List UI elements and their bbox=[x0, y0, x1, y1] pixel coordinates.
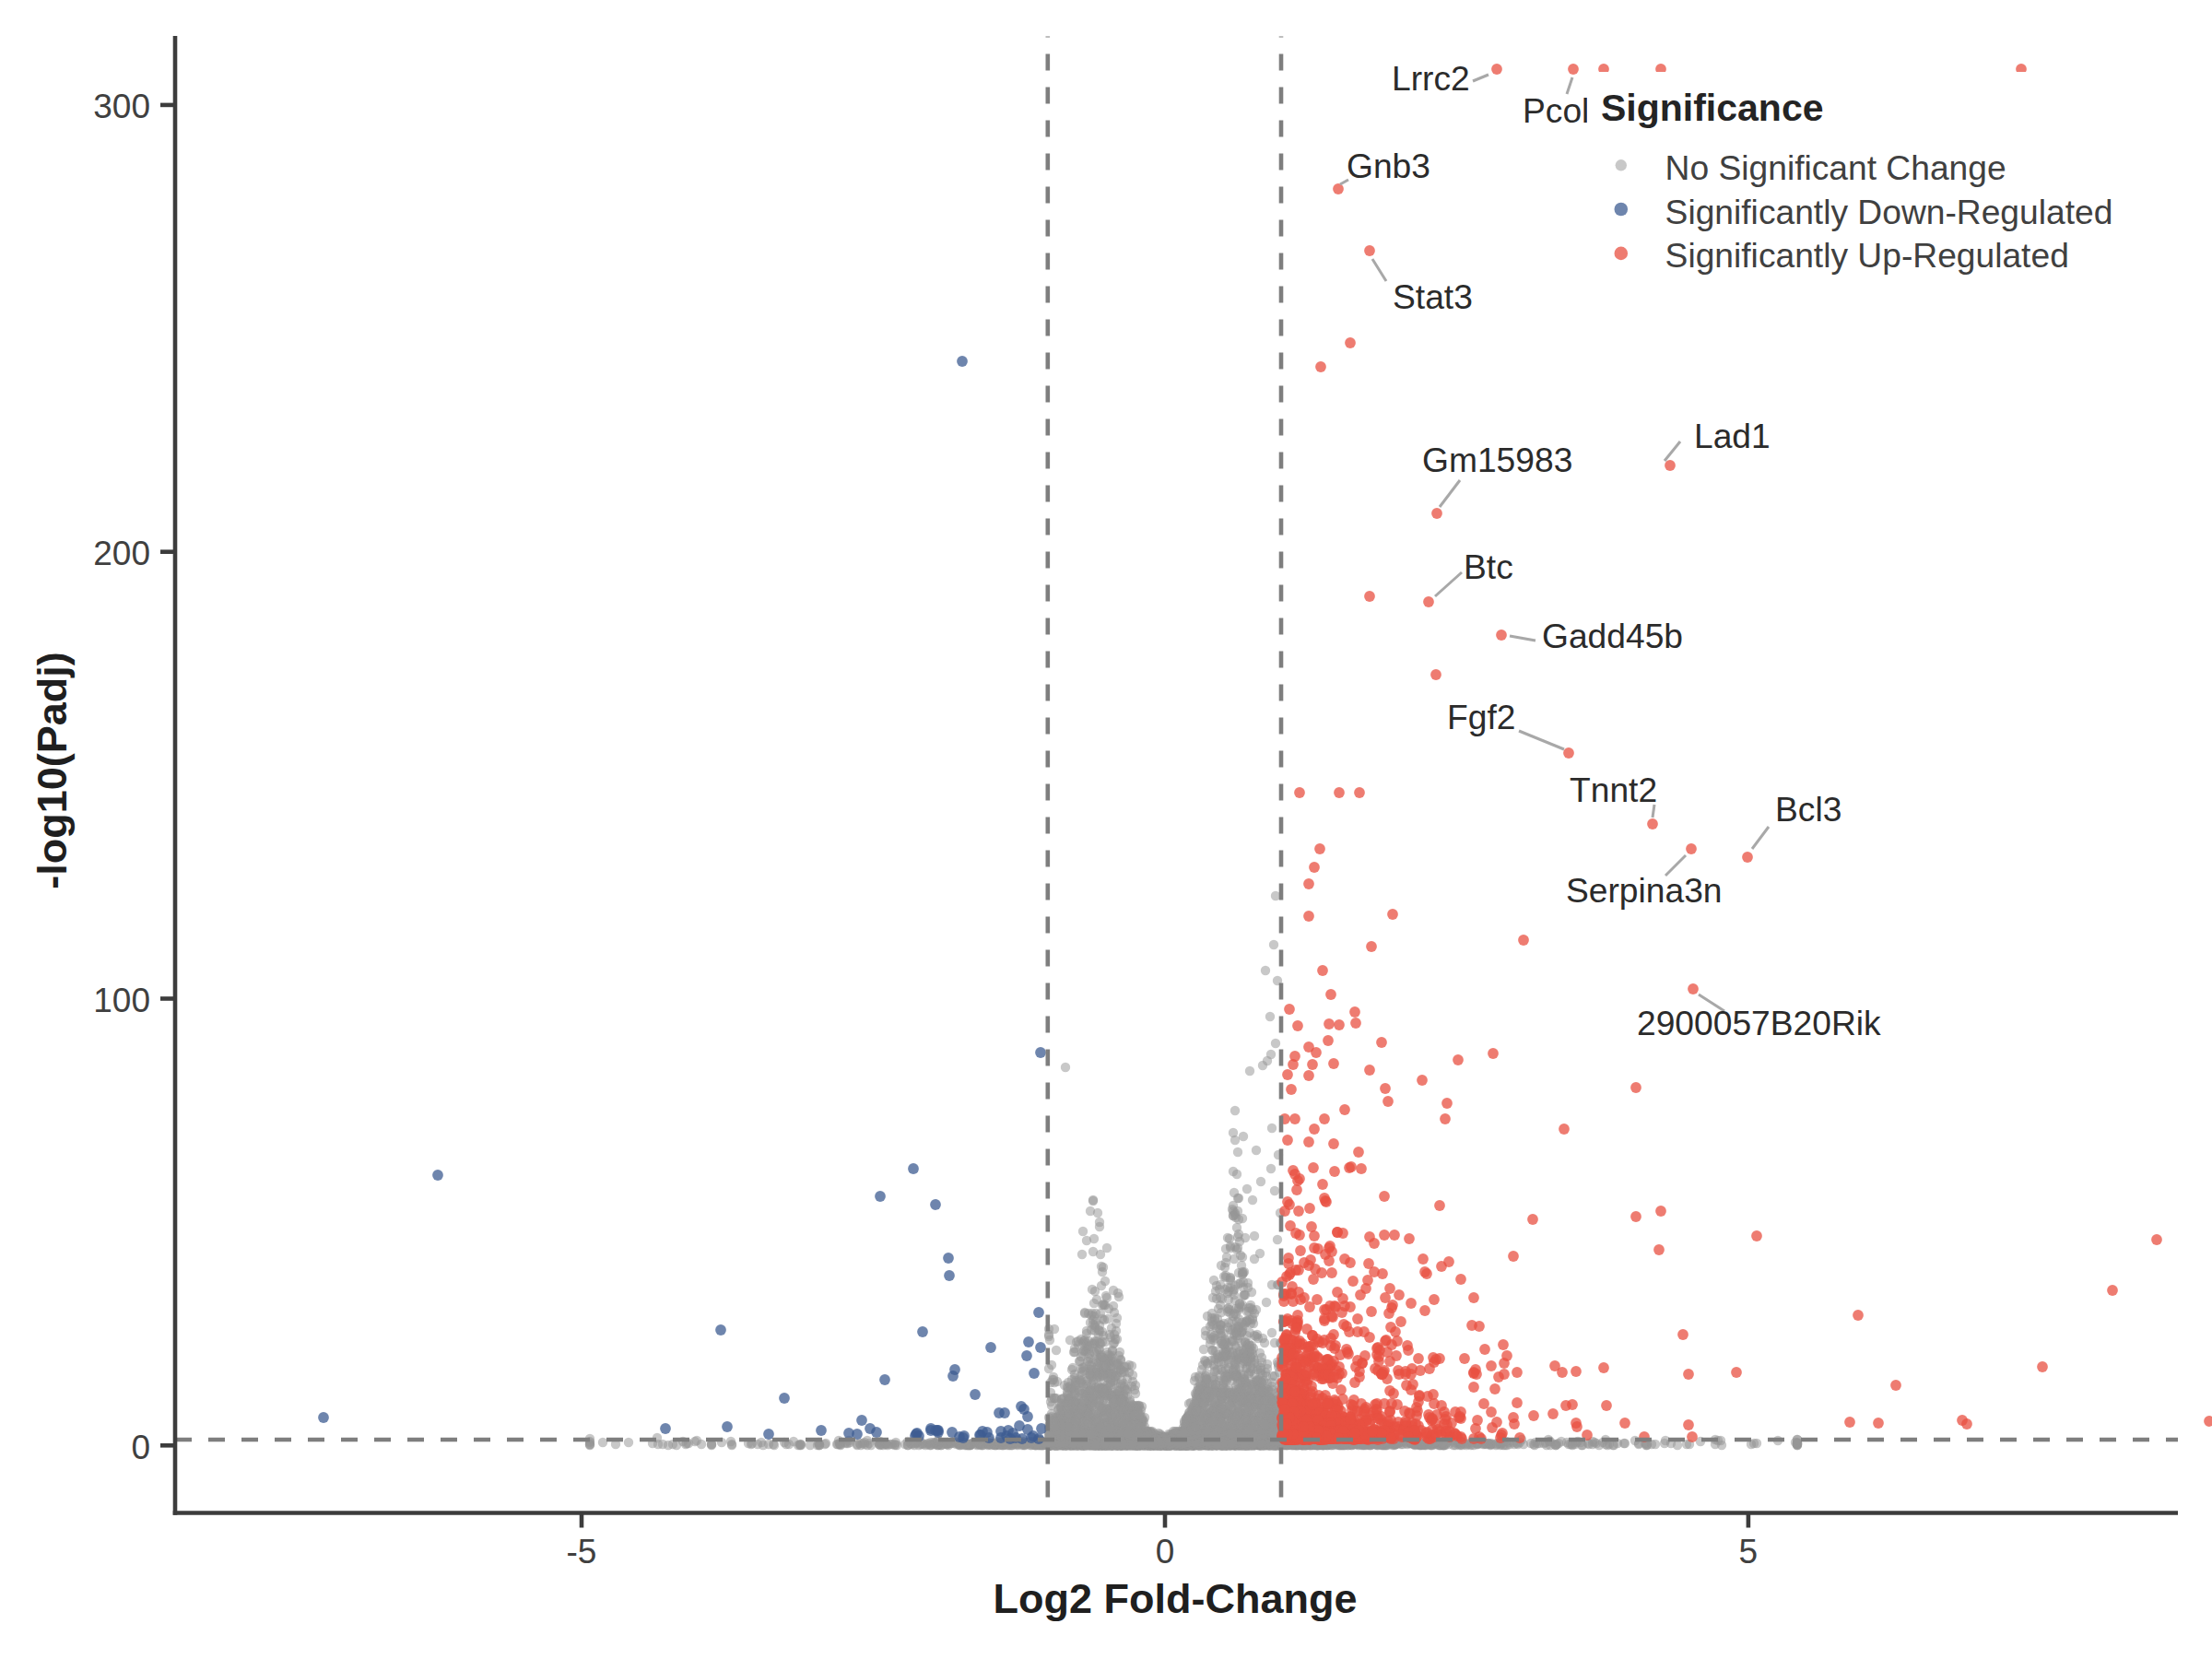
svg-text:Btc: Btc bbox=[1464, 547, 1513, 586]
svg-text:Stat3: Stat3 bbox=[1393, 277, 1473, 316]
svg-text:Significantly Up-Regulated: Significantly Up-Regulated bbox=[1665, 236, 2069, 275]
svg-text:Lad1: Lad1 bbox=[1694, 417, 1771, 455]
svg-text:No Significant Change: No Significant Change bbox=[1665, 148, 2006, 187]
svg-text:-5: -5 bbox=[567, 1533, 597, 1571]
svg-text:Gadd45b: Gadd45b bbox=[1542, 617, 1683, 655]
svg-text:300: 300 bbox=[93, 88, 150, 125]
svg-text:Log2 Fold-Change: Log2 Fold-Change bbox=[994, 1575, 1358, 1622]
svg-text:Significantly Down-Regulated: Significantly Down-Regulated bbox=[1665, 193, 2113, 231]
svg-text:Gm15983: Gm15983 bbox=[1422, 441, 1572, 479]
svg-text:5: 5 bbox=[1739, 1533, 1759, 1571]
svg-text:100: 100 bbox=[93, 982, 150, 1019]
svg-text:0: 0 bbox=[131, 1429, 150, 1466]
svg-text:Serpina3n: Serpina3n bbox=[1566, 871, 1723, 910]
svg-text:0: 0 bbox=[1156, 1533, 1175, 1571]
svg-text:2900057B20Rik: 2900057B20Rik bbox=[1637, 1004, 1881, 1042]
svg-text:Bcl3: Bcl3 bbox=[1775, 790, 1841, 829]
svg-text:Gnb3: Gnb3 bbox=[1347, 147, 1430, 185]
svg-text:Fgf2: Fgf2 bbox=[1447, 698, 1515, 736]
svg-text:Significance: Significance bbox=[1601, 87, 1824, 129]
svg-text:-log10(Padj): -log10(Padj) bbox=[29, 652, 76, 889]
svg-text:Lrrc2: Lrrc2 bbox=[1392, 59, 1470, 98]
svg-text:Tnnt2: Tnnt2 bbox=[1570, 771, 1657, 809]
svg-text:200: 200 bbox=[93, 535, 150, 572]
